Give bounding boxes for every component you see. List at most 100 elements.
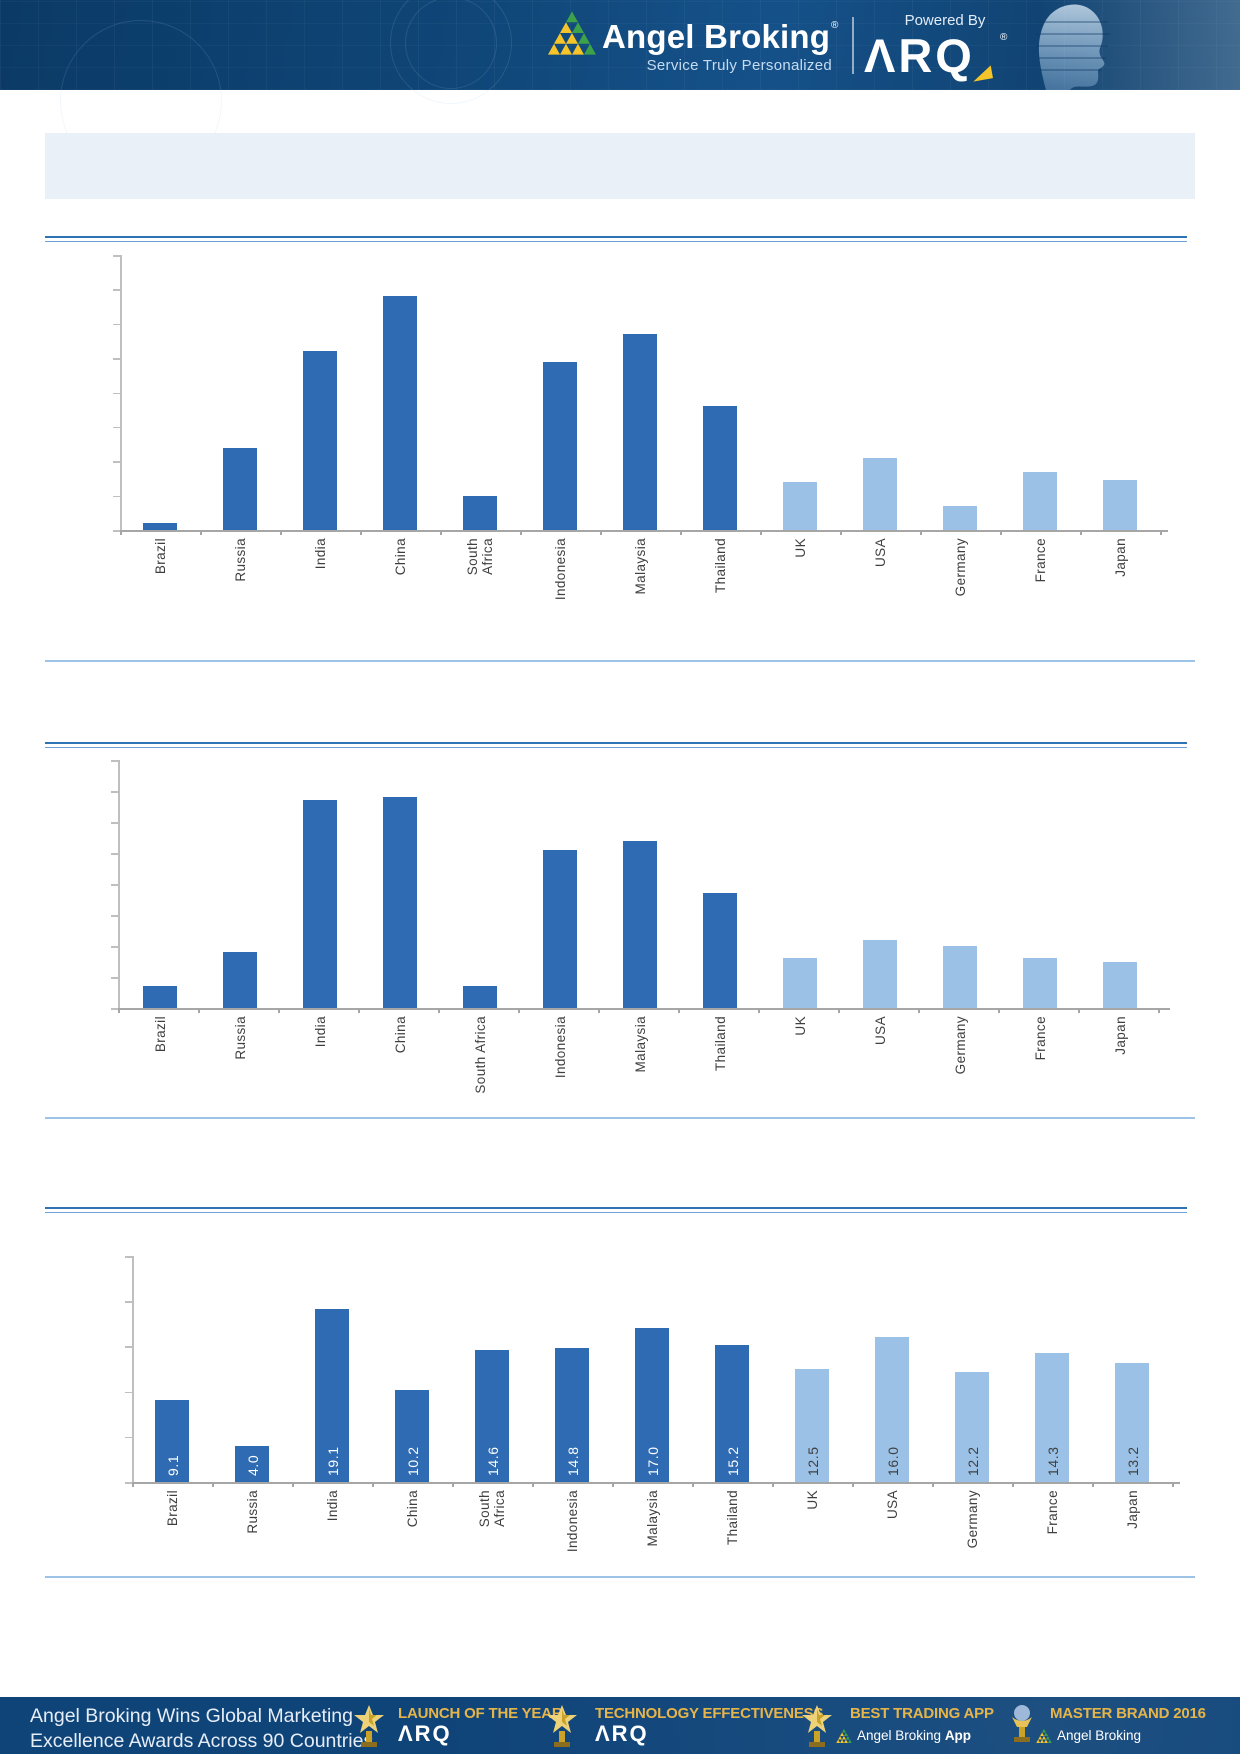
section1-top-rule	[45, 236, 1187, 242]
x-axis-tick	[838, 1008, 840, 1013]
category-label: Germany	[952, 1016, 968, 1075]
x-axis	[120, 530, 1168, 532]
y-axis	[118, 760, 120, 1008]
x-axis-tick	[198, 1008, 200, 1013]
head-graphic	[1036, 4, 1110, 90]
bar-value-label: 4.0	[245, 1454, 261, 1476]
category-label: Malaysia	[644, 1490, 660, 1547]
angel-broking-mini-logo-icon	[836, 1728, 852, 1743]
category-label: Germany	[964, 1490, 980, 1549]
y-axis	[132, 1256, 134, 1482]
category-label: India	[324, 1490, 340, 1522]
award-subtitle: ΛRQ	[595, 1721, 649, 1746]
bar-usa	[863, 939, 897, 1008]
footer-banner: Angel Broking Wins Global Marketing Exce…	[0, 1697, 1240, 1754]
bar-value-label: 12.2	[965, 1446, 981, 1476]
category-label: USA	[872, 1016, 888, 1045]
star-trophy-icon	[800, 1703, 834, 1754]
bar-japan	[1103, 480, 1137, 530]
bar-thailand	[703, 893, 737, 1008]
x-axis-tick	[292, 1482, 294, 1487]
x-axis-tick	[440, 530, 442, 535]
y-axis-tick	[125, 1436, 132, 1439]
y-axis	[120, 255, 122, 530]
angel-broking-mini-logo-icon	[1036, 1728, 1052, 1743]
category-label: India	[312, 1016, 328, 1048]
category-label: UK	[792, 1016, 808, 1036]
y-axis-tick	[125, 1256, 132, 1258]
y-axis-tick	[111, 915, 118, 917]
award-title: TECHNOLOGY EFFECTIVENESS	[595, 1705, 824, 1722]
x-axis-tick	[1078, 1008, 1080, 1013]
bar-indonesia	[543, 849, 577, 1008]
bar-south-africa	[475, 1350, 509, 1482]
bar-thailand	[715, 1344, 749, 1482]
y-axis-tick	[125, 1391, 132, 1394]
bar-india	[303, 800, 337, 1008]
bar-malaysia	[623, 334, 657, 530]
bar-japan	[1115, 1362, 1149, 1482]
header-decor-circle	[405, 0, 497, 89]
bar-russia	[223, 952, 257, 1008]
y-axis-tick	[111, 791, 118, 793]
category-label: Indonesia	[564, 1490, 580, 1553]
bar-russia	[223, 447, 257, 530]
y-axis-tick	[113, 461, 120, 463]
x-axis-tick	[132, 1482, 134, 1487]
award-subtitle: Angel Broking	[1036, 1728, 1141, 1743]
x-axis-tick	[920, 530, 922, 535]
category-label: UK	[792, 538, 808, 558]
y-axis-tick	[113, 289, 120, 291]
award-subtitle: Angel Broking App	[836, 1728, 971, 1743]
section3-bottom-rule	[45, 1576, 1195, 1578]
x-axis-tick	[1000, 530, 1002, 535]
category-label: Indonesia	[552, 538, 568, 601]
bar-brazil	[155, 1399, 189, 1482]
star-trophy-icon	[352, 1703, 386, 1754]
bar-brazil	[143, 523, 177, 530]
category-label: Brazil	[152, 1016, 168, 1053]
header-divider	[852, 17, 854, 74]
bar-value-label: 19.1	[325, 1446, 341, 1476]
bar-india	[303, 351, 337, 530]
category-label: Japan	[1124, 1490, 1140, 1529]
brand-tagline: Service Truly Personalized	[646, 57, 832, 74]
y-axis-tick	[113, 495, 120, 498]
bar-value-label: 14.3	[1045, 1446, 1061, 1476]
x-axis-tick	[600, 530, 602, 535]
globe-trophy-icon	[1005, 1703, 1039, 1754]
bar-south-africa	[463, 495, 497, 530]
x-axis-tick	[692, 1482, 694, 1487]
x-axis-tick	[932, 1482, 934, 1487]
award-title: MASTER BRAND 2016	[1050, 1705, 1206, 1722]
category-label-line: Africa	[480, 538, 495, 575]
y-axis-tick	[111, 760, 118, 762]
bar-malaysia	[623, 840, 657, 1008]
y-axis-tick	[111, 822, 118, 824]
y-axis-tick	[113, 323, 120, 326]
award-subtitle-text: Angel Broking App	[857, 1728, 972, 1743]
bar-germany	[943, 505, 977, 530]
y-axis-tick	[113, 358, 120, 360]
y-axis-tick	[113, 392, 120, 394]
bar-value-label: 13.2	[1125, 1446, 1141, 1476]
x-axis-tick	[358, 1008, 360, 1013]
category-label: Thailand	[724, 1490, 740, 1545]
bar-value-label: 10.2	[405, 1446, 421, 1476]
x-axis-tick	[1160, 530, 1162, 535]
y-axis-tick	[111, 1008, 118, 1010]
footer-headline-line2: Excellence Awards Across 90 Countries	[30, 1730, 374, 1752]
angel-broking-logo-triangles	[548, 11, 596, 55]
x-axis-tick	[118, 1008, 120, 1013]
bar-south-africa	[463, 986, 497, 1008]
x-axis-tick	[760, 530, 762, 535]
category-label: USA	[872, 538, 888, 567]
category-label: Malaysia	[632, 538, 648, 595]
x-axis-tick	[1092, 1482, 1094, 1487]
x-axis-tick	[998, 1008, 1000, 1013]
bar-value-label: 9.1	[165, 1454, 181, 1476]
brand-name: Angel Broking	[602, 18, 831, 55]
bar-uk	[795, 1369, 829, 1482]
bar-thailand	[703, 406, 737, 530]
